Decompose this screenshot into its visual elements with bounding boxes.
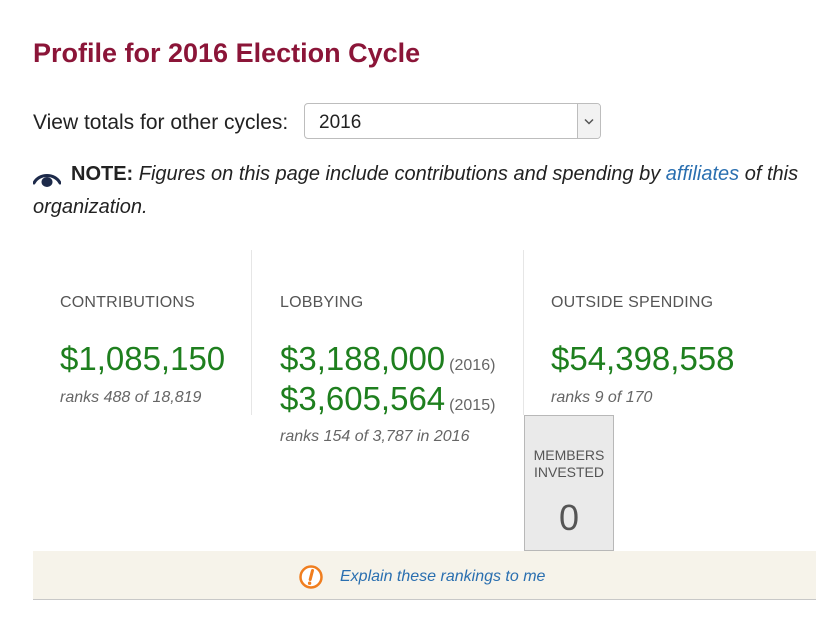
chevron-down-icon[interactable]: [577, 104, 600, 138]
lobbying-amount-value: $3,605,564: [280, 380, 446, 417]
cycle-selector-label: View totals for other cycles:: [33, 111, 289, 134]
explain-rankings-bar: Explain these rankings to me: [33, 551, 816, 600]
lobbying-label: LOBBYING: [280, 294, 364, 311]
members-invested-box: MEMBERS INVESTED 0: [524, 415, 614, 551]
lobbying-amount-value: $3,188,000: [280, 340, 446, 377]
column-divider: [523, 250, 524, 415]
members-invested-label: MEMBERS INVESTED: [525, 447, 613, 481]
outside-spending-rank: ranks 9 of 170: [551, 389, 653, 406]
note-text-after: of this organization.: [33, 163, 799, 218]
outside-spending-label: OUTSIDE SPENDING: [551, 294, 714, 311]
lobbying-amount-2015: $3,605,564 (2015): [280, 380, 495, 425]
affiliates-link[interactable]: affiliates: [665, 163, 740, 185]
cycle-select-value: 2016: [319, 112, 362, 133]
contributions-rank: ranks 488 of 18,819: [60, 389, 202, 406]
explain-rankings-text[interactable]: Explain these rankings to me: [340, 568, 546, 585]
lobbying-year: (2015): [449, 397, 496, 414]
members-invested-label-line: MEMBERS: [533, 447, 605, 463]
affiliates-note: NOTE: Figures on this page include contr…: [32, 158, 813, 224]
contributions-label: CONTRIBUTIONS: [60, 294, 196, 311]
warning-icon: [299, 565, 323, 589]
page-title: Profile for 2016 Election Cycle: [33, 38, 421, 68]
note-text-before: Figures on this page include contributio…: [133, 163, 666, 185]
lobbying-rank: ranks 154 of 3,787 in 2016: [280, 428, 470, 445]
column-divider: [251, 250, 252, 415]
outside-spending-amount: $54,398,558: [551, 340, 735, 377]
contributions-amount: $1,085,150: [60, 340, 226, 377]
lobbying-amount-2016: $3,188,000 (2016): [280, 340, 495, 385]
members-invested-value: 0: [558, 497, 580, 538]
explain-rankings-link[interactable]: Explain these rankings to me: [299, 565, 545, 589]
cycle-select[interactable]: 2016: [304, 103, 601, 139]
cycle-selector-row: View totals for other cycles: 2016: [33, 103, 601, 143]
members-invested-label-line: INVESTED: [533, 464, 604, 480]
eye-icon: [32, 166, 62, 187]
lobbying-year: (2016): [449, 357, 496, 374]
note-label: NOTE:: [71, 163, 134, 185]
